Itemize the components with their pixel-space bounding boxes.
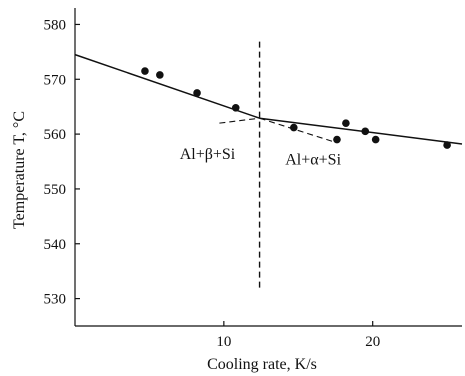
data-point xyxy=(156,71,164,79)
y-tick-label: 570 xyxy=(44,72,67,88)
fit-line xyxy=(259,117,463,145)
data-point xyxy=(361,127,370,136)
data-point xyxy=(193,89,201,97)
extrapolation-dashed-line xyxy=(259,117,336,143)
y-tick-label: 530 xyxy=(44,292,67,308)
fit-lines xyxy=(74,38,463,288)
data-point xyxy=(371,135,380,144)
phase-region-label: Al+α+Si xyxy=(285,151,341,168)
y-tick-label: 550 xyxy=(44,182,67,198)
data-point xyxy=(443,141,451,149)
data-point xyxy=(342,119,350,127)
data-point xyxy=(231,103,240,112)
x-tick-label: 10 xyxy=(216,334,231,350)
chart-axes xyxy=(74,8,462,327)
phase-region-label: Al+β+Si xyxy=(180,146,236,163)
fit-line xyxy=(74,53,260,119)
data-point xyxy=(333,135,341,144)
y-tick-label: 540 xyxy=(44,237,67,253)
x-tick-label: 20 xyxy=(365,334,380,350)
region-labels: Al+β+Si Al+α+Si xyxy=(180,146,342,168)
axis-ticks: 530 540 550 560 570 580 10 20 xyxy=(44,17,381,350)
y-axis-title: Temperature T, °C xyxy=(11,111,28,229)
data-point xyxy=(141,67,149,75)
data-point xyxy=(290,123,298,132)
data-points xyxy=(141,67,451,149)
y-tick-label: 580 xyxy=(44,17,67,33)
x-axis-title: Cooling rate, K/s xyxy=(207,356,317,373)
y-tick-label: 560 xyxy=(44,127,67,143)
extrapolation-dashed-line xyxy=(219,117,260,124)
